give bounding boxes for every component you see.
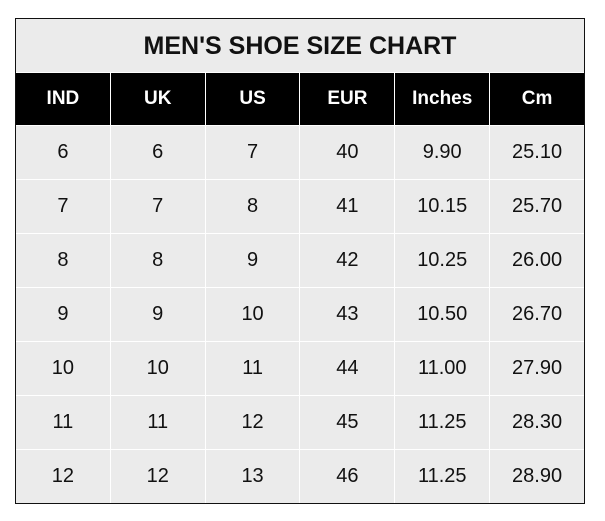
column-header: US xyxy=(204,73,300,125)
table-cell: 11.25 xyxy=(394,450,489,503)
table-title: MEN'S SHOE SIZE CHART xyxy=(16,19,584,73)
table-cell: 10 xyxy=(51,357,75,379)
column-header: IND xyxy=(46,88,80,109)
table-cell: 11 xyxy=(204,342,300,395)
table-cell: 13 xyxy=(204,450,300,503)
header-row: IND UK US EUR Inches Cm xyxy=(16,73,584,125)
table-cell: 10.25 xyxy=(394,234,489,287)
table-cell: 12 xyxy=(109,450,205,503)
column-header: UK xyxy=(109,73,205,125)
column-header: EUR xyxy=(299,73,394,125)
table-cell: 42 xyxy=(299,234,394,287)
table-cell: 8 xyxy=(57,249,69,271)
size-chart-table: MEN'S SHOE SIZE CHART IND UK US EUR Inches Cm… xyxy=(15,18,585,504)
table-cell: 7 xyxy=(109,180,205,233)
table-row: 10 10 11 44 11.00 27.90 xyxy=(16,341,584,395)
table-row: 12 12 13 46 11.25 28.90 xyxy=(16,449,584,503)
table-cell: 10 xyxy=(109,342,205,395)
table-cell: 26.70 xyxy=(489,288,584,341)
table-cell: 10.15 xyxy=(394,180,489,233)
table-cell: 26.00 xyxy=(489,234,584,287)
table-cell: 8 xyxy=(204,180,300,233)
table-row: 9 9 10 43 10.50 26.70 xyxy=(16,287,584,341)
table-cell: 9 xyxy=(204,234,300,287)
table-cell: 10.50 xyxy=(394,288,489,341)
table-row: 8 8 9 42 10.25 26.00 xyxy=(16,233,584,287)
table-cell: 27.90 xyxy=(489,342,584,395)
column-header: Inches xyxy=(394,73,489,125)
table-cell: 25.10 xyxy=(489,126,584,179)
table-cell: 8 xyxy=(109,234,205,287)
table-cell: 10 xyxy=(204,288,300,341)
table-cell: 9 xyxy=(57,303,69,325)
table-body: 6 6 7 40 9.90 25.10 7 7 8 41 10.15 25.70 8 8 9 42 10.25 2… xyxy=(16,125,584,503)
table-cell: 11 xyxy=(109,396,205,449)
table-cell: 11.00 xyxy=(394,342,489,395)
table-row: 7 7 8 41 10.15 25.70 xyxy=(16,179,584,233)
table-cell: 28.90 xyxy=(489,450,584,503)
table-cell: 11 xyxy=(52,411,74,433)
table-cell: 44 xyxy=(299,342,394,395)
table-cell: 28.30 xyxy=(489,396,584,449)
table-cell: 6 xyxy=(57,141,69,163)
table-cell: 7 xyxy=(57,195,69,217)
table-cell: 40 xyxy=(299,126,394,179)
table-cell: 46 xyxy=(299,450,394,503)
table-cell: 12 xyxy=(204,396,300,449)
table-cell: 12 xyxy=(51,465,75,487)
table-cell: 9 xyxy=(109,288,205,341)
table-cell: 43 xyxy=(299,288,394,341)
table-cell: 45 xyxy=(299,396,394,449)
column-header: Cm xyxy=(489,73,584,125)
table-cell: 25.70 xyxy=(489,180,584,233)
table-cell: 9.90 xyxy=(394,126,489,179)
table-row: 6 6 7 40 9.90 25.10 xyxy=(16,125,584,179)
table-row: 11 11 12 45 11.25 28.30 xyxy=(16,395,584,449)
table-cell: 41 xyxy=(299,180,394,233)
table-cell: 6 xyxy=(109,126,205,179)
table-cell: 11.25 xyxy=(394,396,489,449)
table-cell: 7 xyxy=(204,126,300,179)
